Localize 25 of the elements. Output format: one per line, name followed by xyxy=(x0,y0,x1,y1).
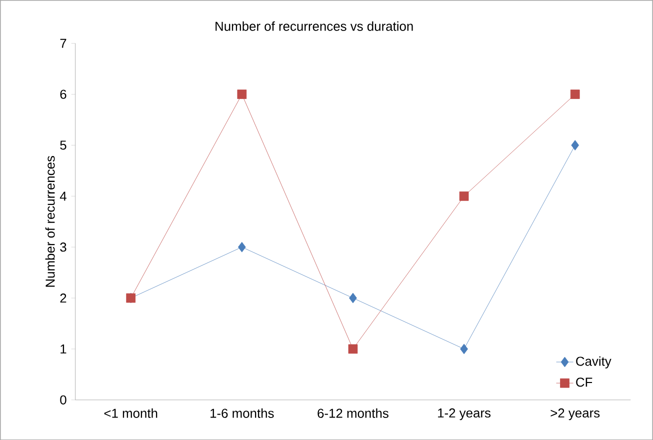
x-tick-label: 1-2 years xyxy=(438,408,491,420)
point xyxy=(348,344,358,354)
x-tick-label: >2 years xyxy=(550,408,600,420)
y-tick-label: 4 xyxy=(60,192,66,200)
y-tick-label: 1 xyxy=(60,344,66,354)
x-tick-label: <1 month xyxy=(104,408,158,418)
point xyxy=(237,89,247,99)
y-tick-label: 6 xyxy=(60,90,66,99)
chart-title: Number of recurrences vs duration xyxy=(216,21,413,31)
point xyxy=(349,292,357,304)
x-tick-label: 1-6 months xyxy=(210,408,274,418)
legend-label: Cavity xyxy=(576,356,612,368)
y-tick-label: 5 xyxy=(60,140,66,150)
y-axis-title: Number of recurrences xyxy=(45,156,55,287)
y-tick-label: 7 xyxy=(60,38,66,48)
y-tick-label: 3 xyxy=(60,242,66,252)
point xyxy=(460,344,468,354)
x-tick-label: 6-12 months xyxy=(318,408,388,418)
y-tick-label: 0 xyxy=(60,395,66,404)
point xyxy=(571,140,580,150)
y-tick-label: 2 xyxy=(60,293,66,302)
legend-label: CF xyxy=(576,377,592,387)
point xyxy=(570,89,580,99)
point xyxy=(238,242,246,252)
point xyxy=(459,191,469,201)
